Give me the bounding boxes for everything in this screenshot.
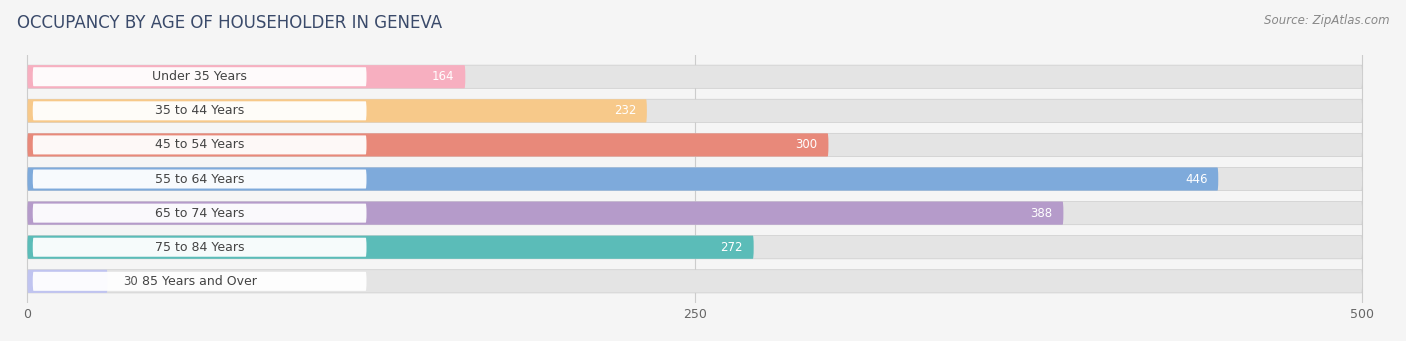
FancyBboxPatch shape: [27, 99, 1362, 122]
FancyBboxPatch shape: [27, 65, 1362, 88]
FancyBboxPatch shape: [27, 202, 1063, 225]
FancyBboxPatch shape: [27, 65, 465, 88]
FancyBboxPatch shape: [32, 101, 367, 120]
Text: 65 to 74 Years: 65 to 74 Years: [155, 207, 245, 220]
FancyBboxPatch shape: [32, 135, 367, 154]
FancyBboxPatch shape: [27, 270, 1362, 293]
Text: 300: 300: [796, 138, 818, 151]
FancyBboxPatch shape: [27, 270, 107, 293]
FancyBboxPatch shape: [27, 167, 1362, 191]
Text: 30: 30: [124, 275, 138, 288]
Text: 164: 164: [432, 70, 454, 83]
Text: 272: 272: [720, 241, 742, 254]
Text: 446: 446: [1185, 173, 1208, 186]
FancyBboxPatch shape: [27, 236, 1362, 259]
Text: Under 35 Years: Under 35 Years: [152, 70, 247, 83]
Text: 55 to 64 Years: 55 to 64 Years: [155, 173, 245, 186]
FancyBboxPatch shape: [32, 272, 367, 291]
FancyBboxPatch shape: [27, 99, 647, 122]
FancyBboxPatch shape: [27, 133, 1362, 157]
Text: 35 to 44 Years: 35 to 44 Years: [155, 104, 245, 117]
FancyBboxPatch shape: [27, 202, 1362, 225]
FancyBboxPatch shape: [32, 169, 367, 189]
Text: 75 to 84 Years: 75 to 84 Years: [155, 241, 245, 254]
FancyBboxPatch shape: [27, 133, 828, 157]
Text: OCCUPANCY BY AGE OF HOUSEHOLDER IN GENEVA: OCCUPANCY BY AGE OF HOUSEHOLDER IN GENEV…: [17, 14, 441, 32]
Text: Source: ZipAtlas.com: Source: ZipAtlas.com: [1264, 14, 1389, 27]
FancyBboxPatch shape: [27, 167, 1218, 191]
FancyBboxPatch shape: [32, 67, 367, 86]
Text: 45 to 54 Years: 45 to 54 Years: [155, 138, 245, 151]
Text: 232: 232: [614, 104, 636, 117]
Text: 85 Years and Over: 85 Years and Over: [142, 275, 257, 288]
FancyBboxPatch shape: [32, 204, 367, 223]
FancyBboxPatch shape: [32, 238, 367, 257]
Text: 388: 388: [1031, 207, 1053, 220]
FancyBboxPatch shape: [27, 236, 754, 259]
